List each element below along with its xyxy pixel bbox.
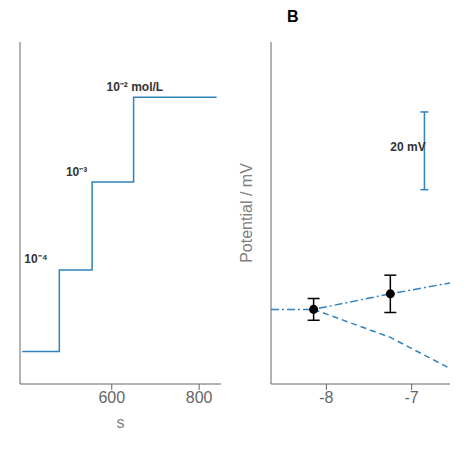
svg-text:s: s (117, 414, 125, 431)
svg-text:20 mV: 20 mV (390, 140, 425, 154)
svg-text:10⁻³: 10⁻³ (66, 165, 87, 179)
svg-text:-7: -7 (405, 389, 419, 406)
svg-text:-8: -8 (319, 389, 333, 406)
html-text:B: B (287, 8, 299, 25)
svg-text:Potential / mV: Potential / mV (238, 163, 255, 263)
svg-text:800: 800 (186, 389, 213, 406)
svg-text:600: 600 (98, 389, 125, 406)
svg-text:10⁻⁴: 10⁻⁴ (24, 252, 47, 266)
svg-text:10⁻² mol/L: 10⁻² mol/L (107, 80, 164, 94)
